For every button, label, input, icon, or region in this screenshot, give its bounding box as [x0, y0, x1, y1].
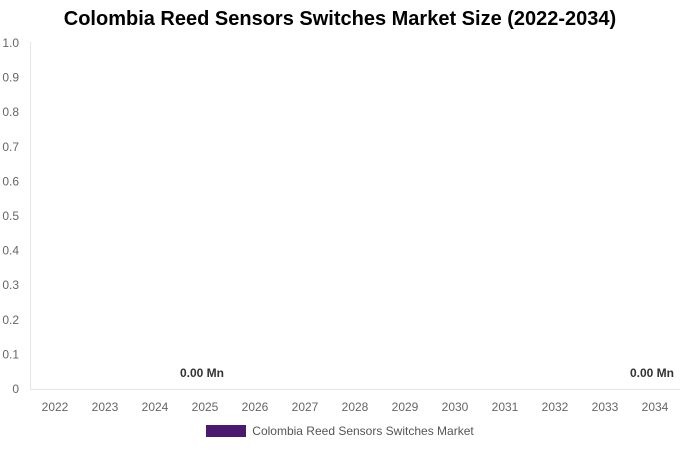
x-tick-label: 2023: [92, 400, 119, 414]
y-tick-label: 0.6: [2, 174, 19, 188]
x-tick-label: 2030: [442, 400, 469, 414]
y-tick-label: 0.8: [2, 105, 19, 119]
x-tick-label: 2031: [492, 400, 519, 414]
x-tick-label: 2033: [592, 400, 619, 414]
chart-title: Colombia Reed Sensors Switches Market Si…: [63, 8, 617, 30]
x-tick-label: 2024: [142, 400, 169, 414]
y-tick-label: 0.1: [2, 347, 19, 361]
legend[interactable]: Colombia Reed Sensors Switches Market: [0, 424, 680, 438]
legend-label: Colombia Reed Sensors Switches Market: [252, 424, 474, 438]
y-tick-labels: 0 0.1 0.2 0.3 0.4 0.5 0.6 0.7 0.8 0.9 1.0: [2, 36, 19, 396]
y-tick-label: 0: [12, 382, 19, 396]
x-tick-label: 2022: [42, 400, 69, 414]
x-tick-label: 2027: [292, 400, 319, 414]
x-tick-labels: 2022 2023 2024 2025 2026 2027 2028 2029 2030 2031…: [42, 400, 669, 414]
x-tick-label: 2028: [342, 400, 369, 414]
y-tick-label: 0.5: [2, 209, 19, 223]
y-tick-label: 0.9: [2, 71, 19, 85]
data-label: 0.00 Mn: [630, 366, 674, 380]
legend-swatch: [206, 425, 247, 437]
x-tick-label: 2025: [192, 400, 219, 414]
data-labels: 0.00 Mn 0.00 Mn: [180, 366, 674, 380]
x-tick-label: 2029: [392, 400, 419, 414]
x-tick-label: 2026: [242, 400, 269, 414]
x-tick-label: 2032: [542, 400, 569, 414]
y-tick-label: 0.4: [2, 244, 19, 258]
x-tick-label: 2034: [642, 400, 669, 414]
y-tick-label: 1.0: [2, 36, 19, 50]
y-tick-label: 0.2: [2, 313, 19, 327]
data-label: 0.00 Mn: [180, 366, 224, 380]
y-tick-label: 0.3: [2, 278, 19, 292]
y-tick-label: 0.7: [2, 140, 19, 154]
